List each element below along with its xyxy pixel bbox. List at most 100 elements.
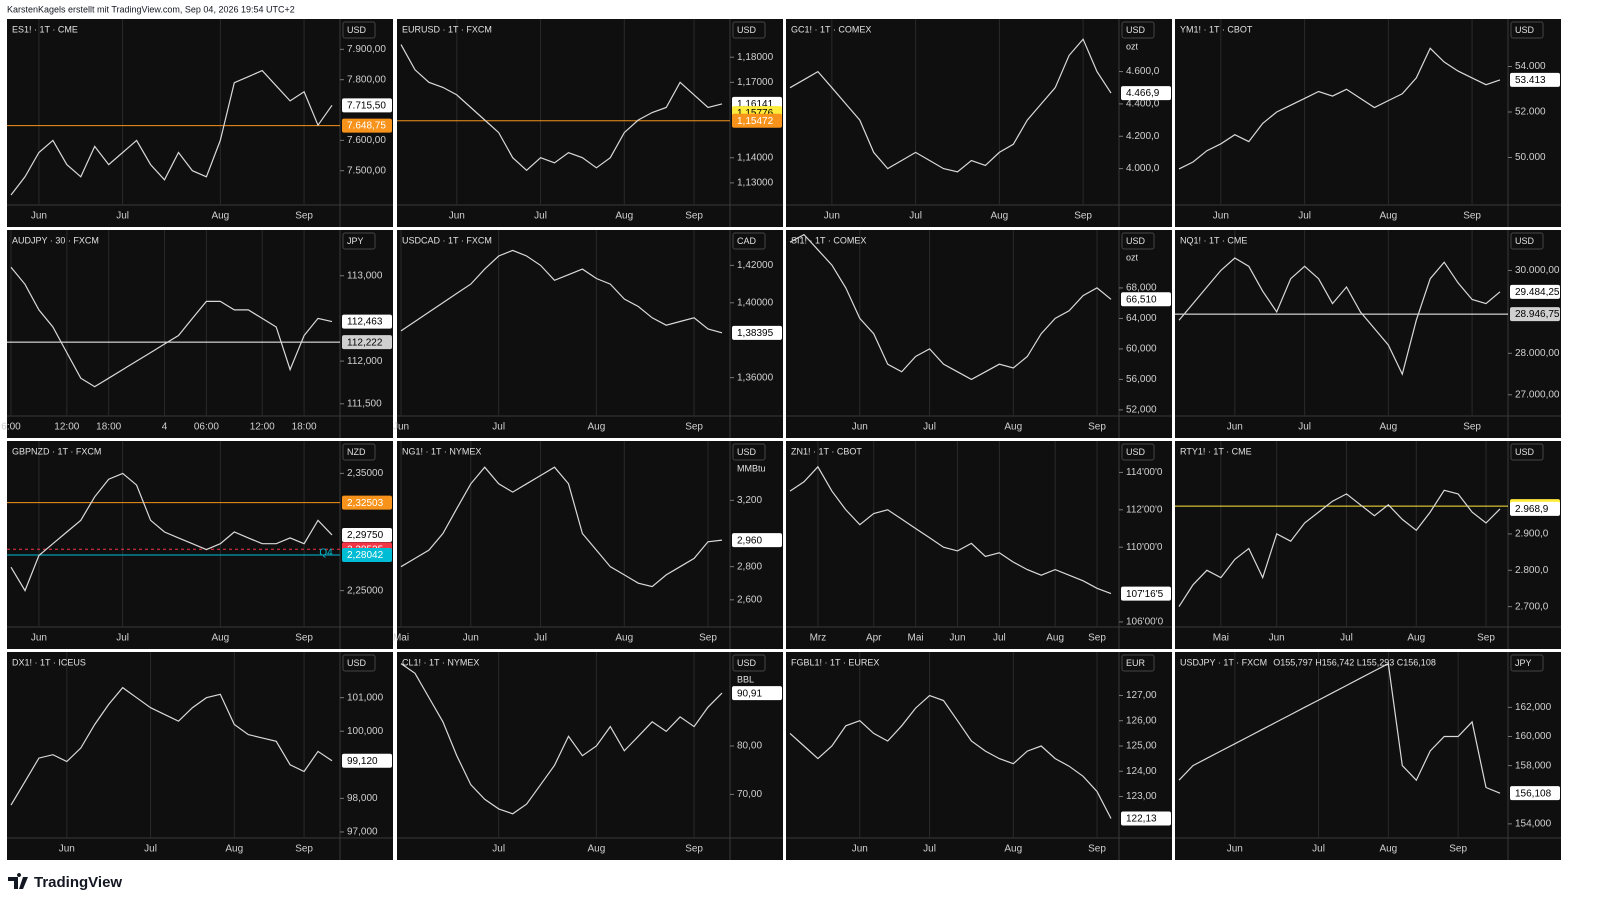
panel-background xyxy=(397,19,783,227)
y-tick-label: 54.000 xyxy=(1515,61,1546,72)
y-tick-label: 106'00'0 xyxy=(1126,617,1164,628)
x-tick-label: Jun xyxy=(852,844,868,855)
x-tick-label: Jun xyxy=(31,633,47,644)
x-tick-label: Jul xyxy=(144,844,157,855)
y-tick-label: 113,000 xyxy=(347,270,383,281)
currency: USD xyxy=(1515,447,1535,457)
price-marker-label: 112,463 xyxy=(347,317,383,328)
chart-panel: Jun Jul Aug Sep 154,000 158,000 160,000 162,000… xyxy=(1175,652,1561,860)
y-tick-label: 2.900,0 xyxy=(1515,529,1549,540)
y-tick-label: 160,000 xyxy=(1515,731,1552,742)
price-marker-label: 7.715,50 xyxy=(347,100,386,111)
x-tick-label: Jun xyxy=(852,422,868,433)
chart-title: USDJPY · 1T · FXCM xyxy=(1180,657,1267,667)
plot xyxy=(1175,257,1508,376)
chart-title: NG1! · 1T · NYMEX xyxy=(402,446,481,456)
price-marker-label: 1,15776 xyxy=(737,108,774,119)
unit: BBL xyxy=(737,674,754,684)
plot xyxy=(400,663,723,815)
x-tick-label: Aug xyxy=(1004,844,1022,855)
x-tick-label: Aug xyxy=(211,211,229,222)
chart-panel: Jun Jul Aug Sep 27.000,00 28.000,00 30.000,00 2… xyxy=(1175,230,1561,438)
currency-box xyxy=(1510,443,1544,461)
y-tick-label: 30.000,00 xyxy=(1515,265,1560,276)
plot xyxy=(789,465,1112,595)
chart-title: ZN1! · 1T · CBOT xyxy=(791,446,862,456)
x-tick-label: Aug xyxy=(1046,633,1064,644)
y-tick-label: 2.700,0 xyxy=(1515,601,1549,612)
y-tick-label: 52.000 xyxy=(1515,107,1546,118)
currency-box xyxy=(342,654,376,672)
currency-box xyxy=(732,21,766,39)
panel-background xyxy=(1175,652,1561,860)
price-marker-label: 112,222 xyxy=(347,337,383,348)
y-tick-label: 158,000 xyxy=(1515,760,1552,771)
chart-panel: Jun Jul Aug Sep 1,36000 1,40000 1,42000 1,38395… xyxy=(393,230,783,438)
brand[interactable]: TradingView xyxy=(34,874,122,891)
x-tick-label: Sep xyxy=(1074,211,1092,222)
chart-panel: Jun Jul Aug Sep 50.000 52.000 54.000 53.413 USD Y… xyxy=(1175,19,1561,227)
panel-background xyxy=(7,441,393,649)
y-tick-label: 125,00 xyxy=(1126,741,1157,752)
x-tick-label: Sep xyxy=(295,211,313,222)
y-tick-label: 110'00'0 xyxy=(1126,542,1163,553)
chart-title: GBPNZD · 1T · FXCM xyxy=(12,446,101,456)
x-tick-label: Jul xyxy=(116,211,129,222)
y-tick-label: 1,42000 xyxy=(737,260,774,271)
x-tick-label: Mai xyxy=(1213,633,1229,644)
x-tick-label: Jul xyxy=(1298,211,1311,222)
plot xyxy=(10,686,333,806)
x-tick-label: Aug xyxy=(615,211,633,222)
x-tick-label: Sep xyxy=(295,633,313,644)
y-tick-label: 2,600 xyxy=(737,594,762,605)
currency: USD xyxy=(737,447,757,457)
y-tick-label: 1,36000 xyxy=(737,372,774,383)
ohlc-values: O155,797 H156,742 L155,293 C156,108 xyxy=(1273,657,1436,667)
x-tick-label: Mai xyxy=(393,633,409,644)
unit: ozt xyxy=(1126,41,1139,51)
y-tick-label: 100,000 xyxy=(347,726,384,737)
price-line xyxy=(789,38,1112,173)
logo xyxy=(8,873,28,889)
currency: USD xyxy=(1126,236,1146,246)
y-tick-label: 56,000 xyxy=(1126,374,1157,385)
price-line xyxy=(10,686,333,806)
y-tick-label: 97,000 xyxy=(347,827,378,838)
x-tick-label: Mrz xyxy=(810,633,827,644)
price-marker-label: 90,91 xyxy=(737,688,762,699)
chart-title: RTY1! · 1T · CME xyxy=(1180,446,1252,456)
y-tick-label: 7.500,00 xyxy=(347,165,386,176)
chart-panel: Jun Jul Aug Sep 52,000 56,000 60,000 64,000 68,0… xyxy=(786,230,1172,438)
y-tick-label: 1,17000 xyxy=(737,77,774,88)
plot xyxy=(400,466,723,588)
price-line xyxy=(10,472,333,592)
panel-background xyxy=(397,441,783,649)
x-tick-label: Jun xyxy=(1213,211,1229,222)
currency: USD xyxy=(347,658,367,668)
x-tick-label: Jul xyxy=(909,211,922,222)
plot xyxy=(789,233,1112,381)
chart-panel: Jun Jul Aug Sep 7.500,00 7.600,00 7.800,00 7.90… xyxy=(7,19,393,227)
x-tick-label: 4 xyxy=(162,422,168,433)
x-tick-label: Jul xyxy=(923,844,936,855)
currency: JPY xyxy=(347,236,364,246)
x-tick-label: Sep xyxy=(1449,844,1467,855)
x-tick-label: Jul xyxy=(534,211,547,222)
x-tick-label: 18:00 xyxy=(96,422,121,433)
x-tick-label: Jun xyxy=(1269,633,1285,644)
currency: USD xyxy=(1126,447,1146,457)
currency: USD xyxy=(1515,236,1535,246)
price-line xyxy=(400,663,723,815)
price-marker-label: 2,960 xyxy=(737,535,762,546)
x-tick-label: Jul xyxy=(492,844,505,855)
x-tick-label: Jun xyxy=(949,633,965,644)
chart-panel: Jun Jul Aug Sep 123,00 124,00 125,00 126,00 127,… xyxy=(786,652,1172,860)
currency: EUR xyxy=(1126,658,1146,668)
currency-box xyxy=(1121,654,1155,672)
price-marker-label: 2.968,9 xyxy=(1515,504,1549,515)
price-marker xyxy=(342,495,392,510)
price-marker xyxy=(1510,501,1560,516)
currency-box xyxy=(1121,21,1155,39)
x-tick-label: Jun xyxy=(393,422,409,433)
y-tick-label: 70,00 xyxy=(737,789,762,800)
